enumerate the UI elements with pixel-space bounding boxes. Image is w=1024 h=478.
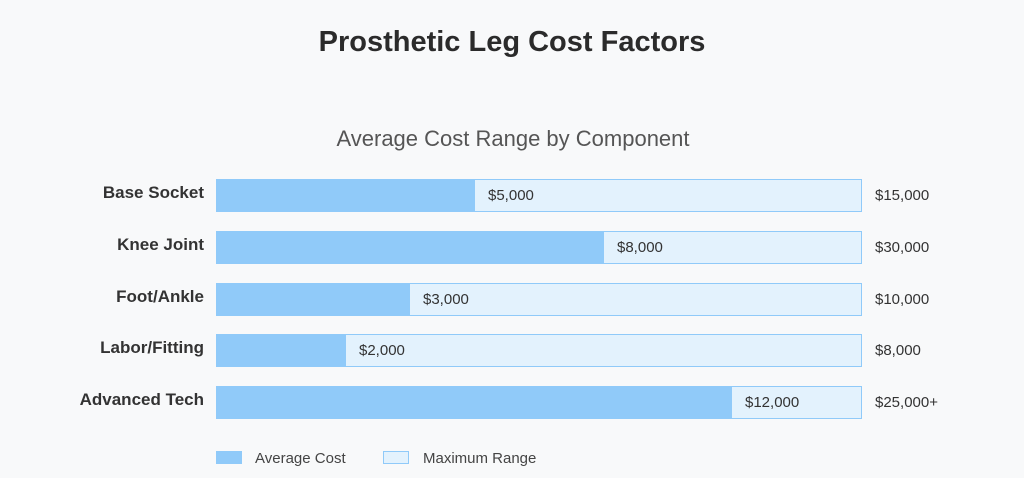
bar-row-advanced-tech: Advanced Tech $12,000 $25,000+ [0, 386, 1024, 420]
max-value-label: $8,000 [875, 342, 921, 359]
max-value-label: $15,000 [875, 187, 930, 204]
average-value-label: $12,000 [745, 394, 800, 411]
legend-label: Maximum Range [423, 450, 537, 467]
category-label: Knee Joint [117, 235, 204, 254]
max-range-bar: $8,000 [216, 231, 862, 264]
legend-label: Average Cost [255, 450, 346, 467]
average-value-label: $8,000 [617, 239, 663, 256]
max-value-label: $10,000 [875, 291, 930, 308]
category-label: Foot/Ankle [116, 287, 204, 306]
category-label: Base Socket [102, 183, 204, 202]
average-value-label: $3,000 [423, 291, 469, 308]
max-value-label: $25,000+ [875, 394, 938, 411]
average-swatch-icon [216, 451, 242, 464]
max-range-bar: $5,000 [216, 179, 862, 212]
average-cost-bar [217, 284, 410, 315]
average-value-label: $2,000 [359, 342, 405, 359]
max-range-bar: $12,000 [216, 386, 862, 419]
max-range-bar: $3,000 [216, 283, 862, 316]
bar-row-base-socket: Base Socket $5,000 $15,000 [0, 179, 1024, 213]
average-value-label: $5,000 [488, 187, 534, 204]
category-label: Advanced Tech [79, 390, 204, 409]
bar-row-labor-fitting: Labor/Fitting $2,000 $8,000 [0, 334, 1024, 368]
bar-row-foot-ankle: Foot/Ankle $3,000 $10,000 [0, 283, 1024, 317]
average-cost-bar [217, 180, 475, 211]
average-cost-bar [217, 335, 346, 366]
chart-subtitle: Average Cost Range by Component [336, 126, 690, 151]
category-label: Labor/Fitting [100, 338, 204, 357]
chart-title: Prosthetic Leg Cost Factors [318, 26, 706, 58]
average-cost-bar [217, 387, 732, 418]
max-value-label: $30,000 [875, 239, 930, 256]
maximum-swatch-icon [383, 451, 409, 464]
average-cost-bar [217, 232, 604, 263]
bar-row-knee-joint: Knee Joint $8,000 $30,000 [0, 231, 1024, 265]
max-range-bar: $2,000 [216, 334, 862, 367]
